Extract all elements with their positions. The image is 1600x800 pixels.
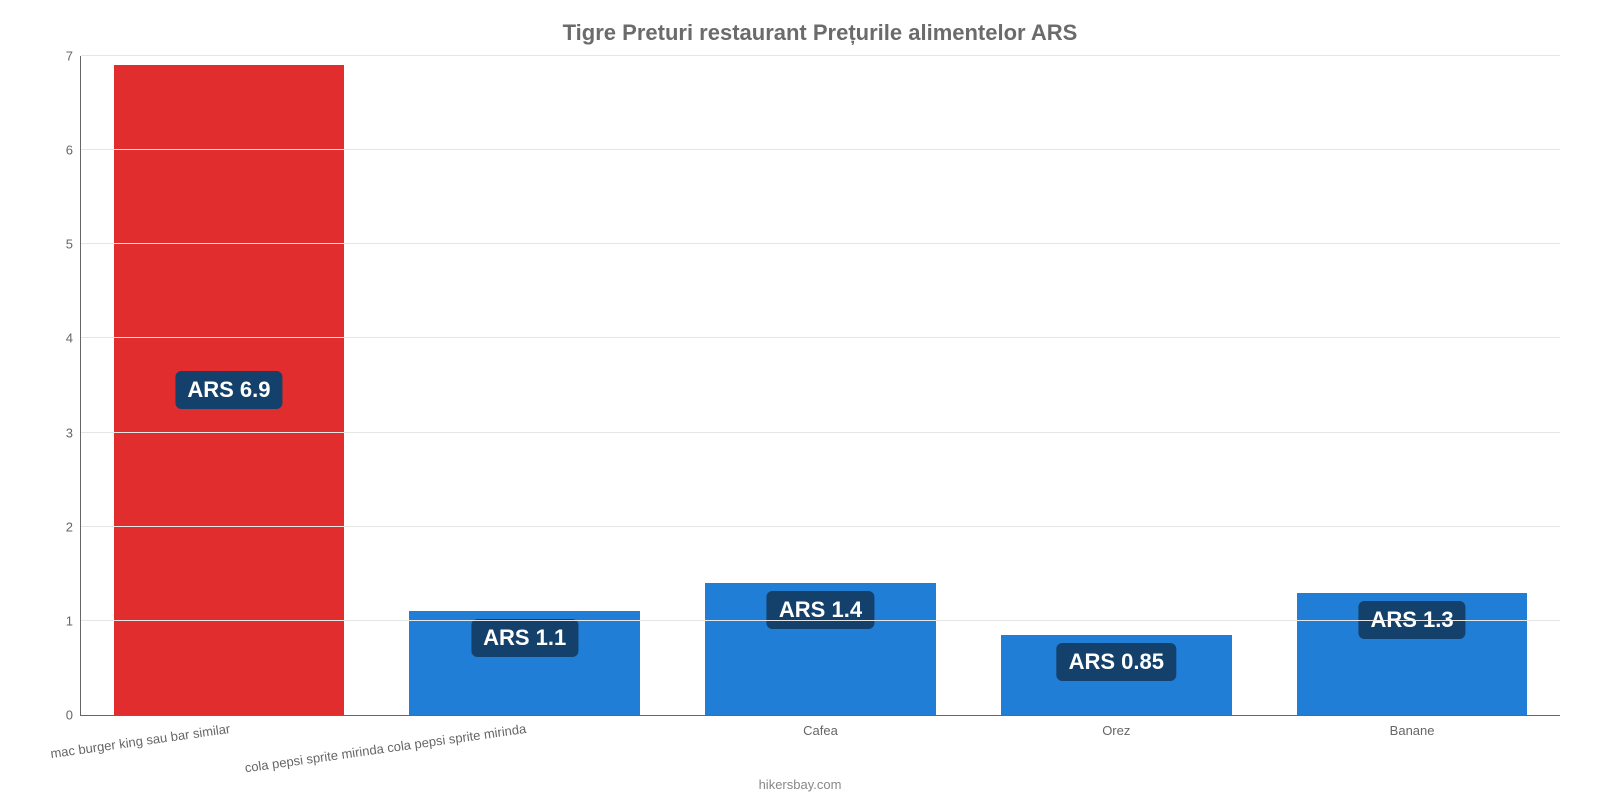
x-axis-labels: mac burger king sau bar similarcola peps… — [81, 715, 1560, 775]
x-label-slot: Banane — [1264, 715, 1560, 775]
bar: ARS 0.85 — [1001, 635, 1232, 715]
x-axis-label: mac burger king sau bar similar — [49, 721, 231, 761]
bar-slot: ARS 1.4 — [673, 56, 969, 715]
bar-slot: ARS 0.85 — [968, 56, 1264, 715]
value-badge: ARS 1.1 — [471, 619, 578, 657]
y-tick-label: 5 — [66, 237, 81, 252]
gridline — [81, 149, 1560, 150]
x-label-slot: Cafea — [673, 715, 969, 775]
y-tick-label: 6 — [66, 143, 81, 158]
value-badge: ARS 6.9 — [175, 371, 282, 409]
y-tick-label: 2 — [66, 519, 81, 534]
gridline — [81, 243, 1560, 244]
chart-title: Tigre Preturi restaurant Prețurile alime… — [80, 20, 1560, 46]
gridline — [81, 55, 1560, 56]
plot-area: ARS 6.9ARS 1.1ARS 1.4ARS 0.85ARS 1.3 mac… — [80, 56, 1560, 716]
value-badge: ARS 1.4 — [767, 591, 874, 629]
x-label-slot: mac burger king sau bar similar — [81, 715, 377, 775]
gridline — [81, 620, 1560, 621]
bar: ARS 1.1 — [409, 611, 640, 715]
bars-layer: ARS 6.9 ARS 1.1 ARS 1.4 ARS 0.85 ARS 1.3 — [81, 56, 1560, 715]
x-label-slot: Orez — [968, 715, 1264, 775]
bar-slot: ARS 1.1 — [377, 56, 673, 715]
gridline — [81, 337, 1560, 338]
value-badge: ARS 0.85 — [1057, 643, 1176, 681]
x-axis-label: Banane — [1390, 723, 1435, 738]
bar: ARS 1.4 — [705, 583, 936, 715]
bar-slot: ARS 1.3 — [1264, 56, 1560, 715]
x-axis-label: Cafea — [803, 723, 838, 738]
chart-container: Tigre Preturi restaurant Prețurile alime… — [0, 0, 1600, 800]
x-axis-label: Orez — [1102, 723, 1130, 738]
x-label-slot: cola pepsi sprite mirinda cola pepsi spr… — [377, 715, 673, 775]
y-tick-label: 3 — [66, 425, 81, 440]
gridline — [81, 432, 1560, 433]
bar: ARS 6.9 — [114, 65, 345, 715]
y-tick-label: 7 — [66, 49, 81, 64]
y-tick-label: 4 — [66, 331, 81, 346]
bar: ARS 1.3 — [1297, 593, 1528, 715]
chart-credit: hikersbay.com — [759, 777, 842, 792]
y-tick-label: 0 — [66, 708, 81, 723]
gridline — [81, 526, 1560, 527]
y-tick-label: 1 — [66, 613, 81, 628]
bar-slot: ARS 6.9 — [81, 56, 377, 715]
